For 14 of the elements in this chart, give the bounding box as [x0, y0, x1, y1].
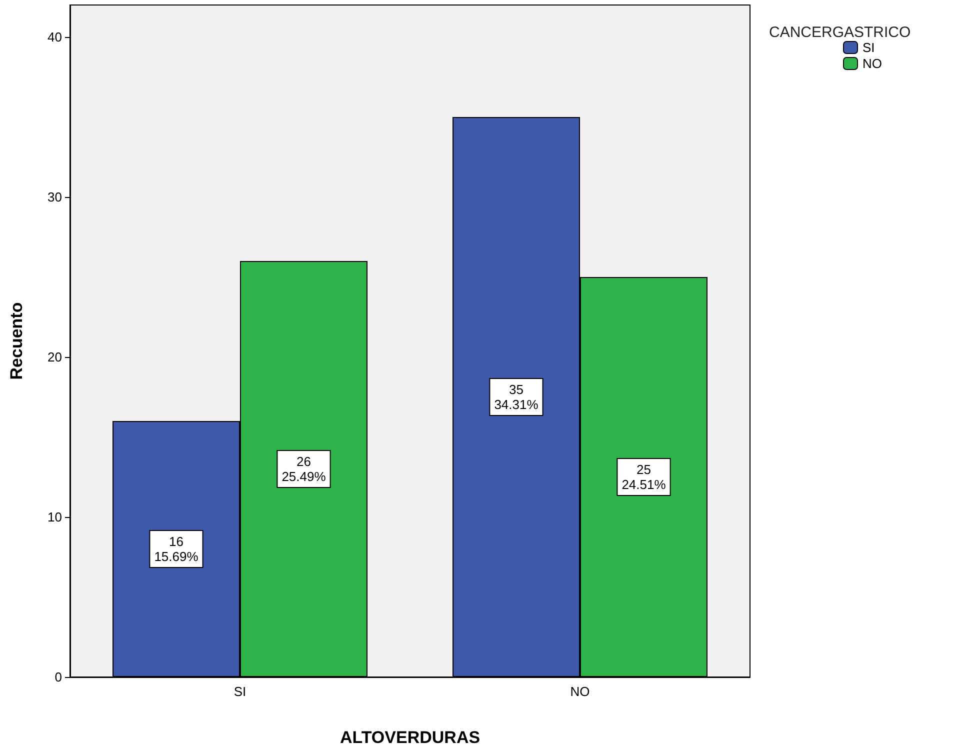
data-label: 35 34.31% [494, 382, 539, 412]
y-tick-label: 10 [48, 510, 62, 524]
y-tick-label: 0 [54, 670, 62, 684]
y-tick-label: 30 [48, 190, 62, 204]
legend-label: SI [862, 40, 875, 55]
legend-label: NO [862, 56, 882, 71]
data-label: 16 15.69% [154, 534, 199, 564]
y-tick-label: 40 [48, 30, 62, 44]
y-tick-label: 20 [48, 350, 62, 364]
y-axis-title: Recuento [7, 302, 26, 380]
x-axis-title: ALTOVERDURAS [340, 728, 480, 747]
legend-title: CANCERGASTRICO [769, 24, 911, 41]
data-label: 26 25.49% [282, 454, 326, 484]
data-label: 25 24.51% [622, 462, 666, 492]
